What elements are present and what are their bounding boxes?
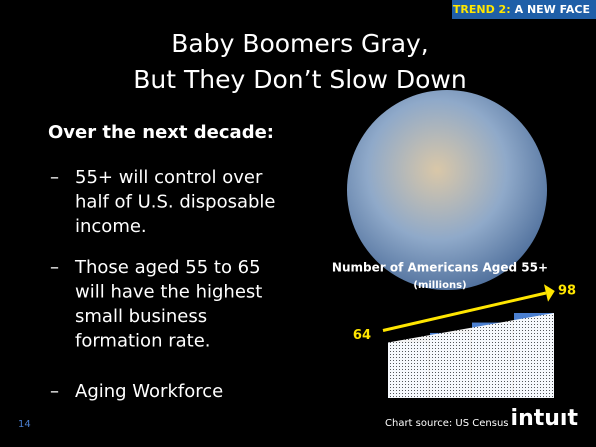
bullet-line: 55+ will control over [75, 167, 263, 188]
title-line: Baby Boomers Gray, [171, 29, 429, 58]
chart-title: Number of Americans Aged 55+ [332, 261, 548, 275]
slide-number: 14 [18, 419, 31, 430]
tag-rest: A NEW FACE [515, 3, 590, 16]
heading: Over the next decade: [48, 122, 274, 143]
page: TREND 2: A NEW FACE Baby Boomers Gray, Bu… [0, 0, 596, 447]
title-line: But They Don’t Slow Down [133, 65, 466, 94]
bullet-marker: – [50, 381, 59, 402]
tag-lead: TREND 2: [453, 3, 511, 16]
chart-subtitle: (millions) [413, 280, 466, 291]
bullet-line: half of U.S. disposable [75, 192, 276, 213]
logo: intuıt [511, 406, 579, 431]
value-label: 98 [558, 284, 576, 299]
bullet-line: income. [75, 216, 147, 237]
value-label: 64 [353, 328, 371, 343]
bullet-line: small business [75, 306, 207, 327]
bullet-marker: – [50, 167, 59, 188]
tag: TREND 2: A NEW FACE [453, 3, 590, 16]
bullet-marker: – [50, 257, 59, 278]
slide: TREND 2: A NEW FACE Baby Boomers Gray, Bu… [0, 0, 596, 447]
bullet-line: will have the highest [75, 282, 262, 303]
source: Chart source: US Census [385, 418, 509, 429]
bullet-line: formation rate. [75, 331, 210, 352]
bullet-line: Aging Workforce [75, 381, 223, 402]
bullet-line: Those aged 55 to 65 [74, 257, 261, 278]
